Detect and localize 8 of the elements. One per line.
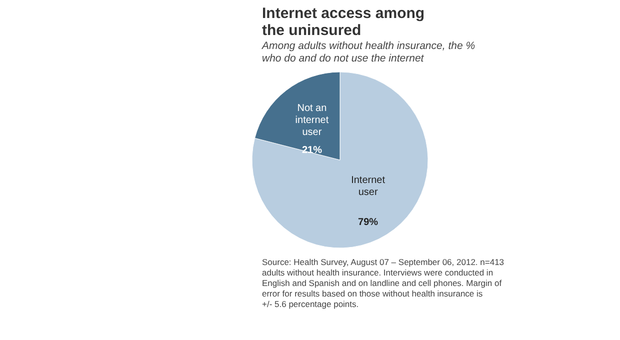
slice-label: Internet user — [351, 175, 386, 198]
source-note: Source: Health Survey, August 07 – September 06, 2012. n=413 adults without health insurance. Interviews were conducted in English and Spanish and on landline and cell phones. Margin of error for results based on those without health insurance is +/- 5.6 percentage points. — [262, 257, 504, 309]
pie-slice — [252, 72, 428, 248]
data-label: 21% — [302, 144, 322, 156]
slice-label: Not an internet user — [295, 102, 329, 138]
chart-subtitle: Among adults without health insurance, the % who do and do not use the internet — [261, 40, 476, 64]
chart-title: Internet access among the uninsured — [262, 5, 425, 39]
data-label: 79% — [358, 217, 378, 228]
